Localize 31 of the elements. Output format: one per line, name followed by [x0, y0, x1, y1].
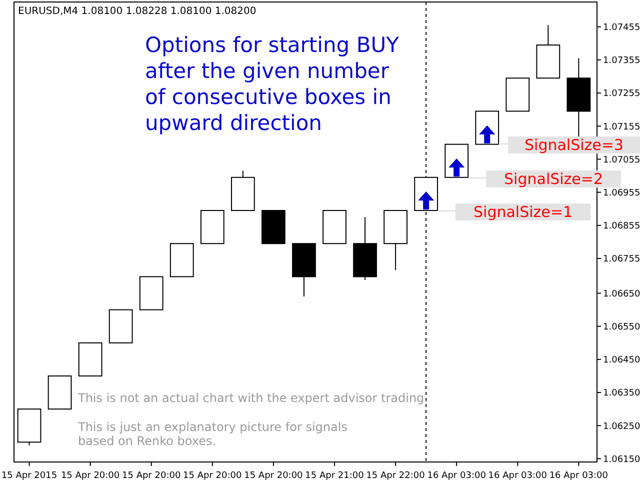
annotation: This is not an actual chart with the expert advisor trading. [77, 391, 428, 405]
x-tick-label: 15 Apr 2015 [1, 471, 58, 480]
y-tick-label: 1.07155 [603, 122, 640, 132]
y-tick-label: 1.07355 [603, 56, 640, 66]
x-tick-label: 16 Apr 03:00 [549, 471, 608, 480]
annotation: Options for starting BUY after the given number of consecutive boxes in upward direction [145, 33, 400, 135]
y-tick-label: 1.06955 [603, 188, 640, 198]
x-tick-label: 15 Apr 20:00 [183, 471, 242, 480]
annotation: SignalSize=1 [474, 203, 573, 221]
y-tick-label: 1.06650 [603, 289, 640, 300]
y-tick-label: 1.06755 [603, 254, 640, 265]
annotation: This is just an explanatory picture for signals based on Renko boxes. [77, 420, 348, 448]
annotation: SignalSize=2 [504, 170, 604, 188]
annotation: SignalSize=3 [524, 136, 624, 154]
y-tick-label: 1.07455 [603, 23, 640, 34]
y-tick-label: 1.06250 [603, 422, 640, 432]
y-tick-label: 1.06350 [603, 388, 640, 399]
y-tick-label: 1.06150 [603, 454, 640, 465]
y-tick-label: 1.07255 [603, 89, 640, 100]
y-tick-label: 1.06450 [603, 356, 640, 366]
y-tick-label: 1.07055 [603, 155, 640, 166]
x-tick-label: 15 Apr 22:00 [366, 471, 426, 480]
x-tick-label: 15 Apr 20:00 [122, 471, 181, 480]
x-tick-label: 15 Apr 20:00 [244, 471, 304, 480]
x-tick-label: 15 Apr 20:00 [60, 471, 120, 480]
y-tick-label: 1.06550 [603, 322, 640, 333]
chart-title: EURUSD,M4 1.08100 1.08228 1.08100 1.08200 [18, 6, 256, 17]
x-tick-label: 16 Apr 03:00 [427, 471, 486, 480]
x-tick-label: 15 Apr 21:00 [305, 471, 364, 480]
y-tick-label: 1.06855 [603, 222, 640, 232]
x-tick-label: 16 Apr 03:00 [488, 471, 548, 480]
